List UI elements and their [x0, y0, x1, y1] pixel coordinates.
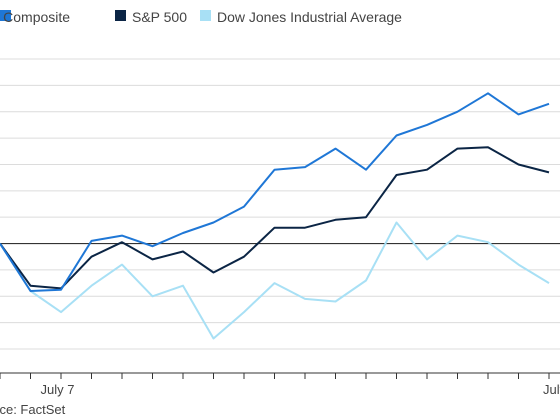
legend-swatch-nasdaq: [0, 10, 11, 21]
legend-label-sp500: S&P 500: [132, 9, 187, 25]
legend-label-nasdaq: Nasdaq Composite: [0, 9, 70, 25]
legend-swatch-dow: [200, 10, 211, 21]
gridlines: [0, 58, 560, 350]
series-line-dow-jones-industrial-average: [0, 221, 550, 340]
x-tick-label: July 14: [543, 382, 560, 397]
legend: Nasdaq Composite S&P 500 Dow Jones Indus…: [0, 9, 402, 25]
series-line-s-p-500: [0, 146, 550, 290]
series-line-nasdaq-composite: [0, 92, 550, 292]
x-tick-label: July 7: [41, 382, 75, 397]
series-lines: [0, 92, 550, 340]
source-note: Source: FactSet: [0, 402, 66, 417]
x-axis: July 7 July 14: [0, 372, 560, 397]
legend-swatch-sp500: [115, 10, 126, 21]
legend-label-dow: Dow Jones Industrial Average: [217, 9, 402, 25]
